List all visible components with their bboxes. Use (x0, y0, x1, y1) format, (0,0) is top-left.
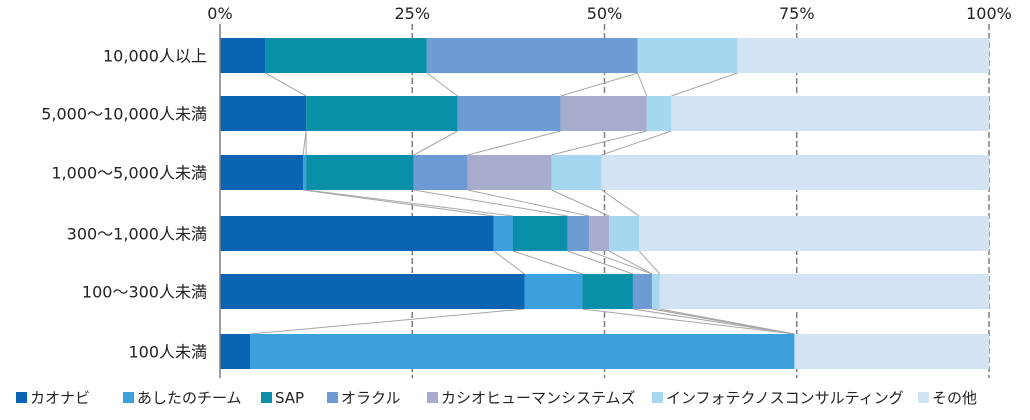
legend-swatch (16, 392, 27, 403)
category-label: 1,000～5,000人未満 (51, 164, 207, 183)
bars (220, 38, 989, 369)
bar-segment (560, 96, 647, 131)
connector-line (306, 189, 514, 217)
bar-segment (567, 216, 590, 251)
bar-segment (220, 274, 525, 309)
bar-segment (220, 216, 494, 251)
connector-line (588, 250, 653, 275)
bar-segment (609, 216, 640, 251)
category-label: 100～300人未満 (82, 283, 207, 302)
bar-segment (220, 96, 307, 131)
connector-line (601, 130, 672, 156)
bar-segment (512, 216, 568, 251)
bar-segment (220, 155, 304, 190)
bar-segment (413, 155, 468, 190)
connector-line (567, 250, 634, 275)
legend-label: オラクル (341, 389, 401, 407)
axes: 0% 25% 50% 75% 100% 10,000人以上 5,000～10,000人未満 1… (41, 4, 1012, 378)
x-tick-label: 100% (966, 4, 1012, 23)
connector-line (265, 72, 307, 97)
connector-line (413, 189, 568, 217)
connector-line (637, 72, 648, 97)
bar-segment (457, 96, 561, 131)
x-tick-label: 25% (394, 4, 430, 23)
connector-line (659, 308, 795, 335)
connector-line (493, 250, 525, 275)
legend-label: その他 (932, 389, 977, 407)
bar-segment (303, 155, 307, 190)
x-tick-label: 50% (587, 4, 623, 23)
connector-line (560, 72, 638, 97)
connector-line (426, 72, 458, 97)
x-tick-label: 75% (779, 4, 815, 23)
bar-segment (582, 274, 633, 309)
legend-swatch (327, 392, 338, 403)
connector-line (608, 250, 653, 275)
connector-line (601, 189, 640, 217)
legend-label: カオナビ (30, 389, 90, 407)
connector-line (413, 130, 458, 156)
bar-segment (524, 274, 583, 309)
connector-line (302, 189, 494, 217)
bar-segment (671, 96, 989, 131)
bar-segment (659, 274, 989, 309)
bar-segment (249, 334, 795, 369)
bar-segment (306, 96, 458, 131)
bar-segment (265, 38, 427, 73)
bar-segment (493, 216, 513, 251)
connector-line (467, 130, 561, 156)
bar-segment (220, 334, 250, 369)
bar-segment (589, 216, 610, 251)
connector-line (582, 308, 795, 335)
bar-segment (639, 216, 989, 251)
bar-segment (426, 38, 638, 73)
bar-segment (652, 274, 660, 309)
grid-lines (411, 24, 990, 378)
legend-label: カシオヒューマンシステムズ (441, 389, 636, 407)
legend-swatch (918, 392, 929, 403)
legend-label: SAP (275, 389, 304, 407)
bar-segment (306, 155, 414, 190)
legend-swatch (652, 392, 663, 403)
legend-label: あしたのチーム (137, 389, 242, 407)
connector-line (551, 130, 647, 156)
category-label: 300～1,000人未満 (67, 225, 207, 244)
connector-line (632, 308, 795, 335)
connector-line (302, 130, 307, 156)
legend: カオナビ あしたのチーム SAP オラクル カシオヒューマンシステムズ インフォテクノスコ… (16, 389, 977, 407)
legend-swatch (261, 392, 272, 403)
connector-line (249, 308, 525, 335)
legend-swatch (123, 392, 134, 403)
bar-segment (737, 38, 989, 73)
series-connector-lines (249, 72, 795, 335)
legend-swatch (427, 392, 438, 403)
bar-segment (637, 38, 738, 73)
category-label: 100人未満 (128, 343, 207, 362)
bar-segment (646, 96, 672, 131)
connector-line (467, 189, 590, 217)
category-label: 5,000～10,000人未満 (41, 105, 207, 124)
category-label: 10,000人以上 (103, 47, 207, 66)
bar-segment (632, 274, 653, 309)
connector-line (551, 189, 610, 217)
bar-segment (794, 334, 989, 369)
bar-segment (220, 38, 266, 73)
bar-segment (601, 155, 989, 190)
connector-line (512, 250, 583, 275)
connector-line (638, 250, 661, 275)
x-tick-label: 0% (207, 4, 232, 23)
bar-segment (551, 155, 602, 190)
connector-line (671, 72, 738, 97)
bar-segment (467, 155, 552, 190)
legend-label: インフォテクノスコンサルティング (666, 389, 904, 407)
